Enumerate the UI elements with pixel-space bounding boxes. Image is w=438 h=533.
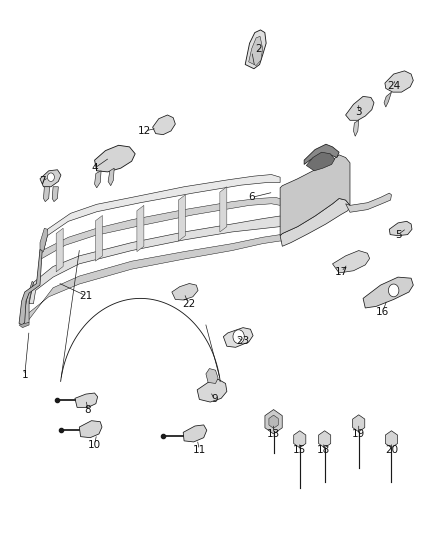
- Polygon shape: [22, 235, 289, 325]
- Text: 23: 23: [237, 336, 250, 346]
- Text: 20: 20: [385, 445, 398, 455]
- Circle shape: [47, 173, 54, 181]
- Polygon shape: [197, 379, 227, 402]
- Polygon shape: [43, 187, 49, 201]
- Polygon shape: [95, 171, 101, 188]
- Polygon shape: [206, 368, 218, 383]
- Polygon shape: [42, 174, 280, 252]
- Polygon shape: [269, 415, 278, 429]
- Polygon shape: [389, 221, 412, 236]
- Polygon shape: [19, 322, 29, 328]
- Text: 9: 9: [211, 394, 218, 405]
- Text: 10: 10: [88, 440, 101, 450]
- Circle shape: [233, 330, 244, 344]
- Text: 24: 24: [387, 81, 400, 91]
- Polygon shape: [29, 216, 289, 304]
- Text: 7: 7: [39, 176, 46, 187]
- Polygon shape: [353, 415, 365, 432]
- Text: 8: 8: [85, 405, 92, 415]
- Polygon shape: [79, 421, 102, 438]
- Polygon shape: [346, 193, 392, 212]
- Polygon shape: [385, 431, 398, 448]
- Polygon shape: [220, 187, 227, 232]
- Text: 22: 22: [182, 298, 195, 309]
- Polygon shape: [172, 284, 198, 300]
- Polygon shape: [346, 96, 374, 120]
- Text: 17: 17: [335, 267, 348, 277]
- Circle shape: [389, 284, 399, 297]
- Polygon shape: [183, 425, 207, 442]
- Text: 1: 1: [21, 370, 28, 381]
- Polygon shape: [56, 228, 63, 272]
- Polygon shape: [40, 228, 47, 253]
- Text: 11: 11: [193, 445, 206, 455]
- Polygon shape: [304, 144, 339, 165]
- Polygon shape: [108, 168, 114, 185]
- Polygon shape: [22, 281, 33, 325]
- Polygon shape: [95, 215, 102, 261]
- Text: 2: 2: [255, 44, 261, 53]
- Text: 15: 15: [293, 445, 307, 455]
- Polygon shape: [306, 152, 335, 171]
- Text: 3: 3: [355, 107, 362, 117]
- Polygon shape: [19, 249, 42, 325]
- Polygon shape: [137, 205, 144, 252]
- Polygon shape: [280, 155, 350, 236]
- Text: 13: 13: [267, 429, 280, 439]
- Polygon shape: [384, 92, 392, 107]
- Polygon shape: [95, 146, 135, 172]
- Polygon shape: [245, 30, 266, 69]
- Text: 16: 16: [376, 306, 389, 317]
- Polygon shape: [223, 328, 253, 348]
- Text: 18: 18: [317, 445, 330, 455]
- Polygon shape: [40, 197, 285, 260]
- Polygon shape: [249, 36, 263, 66]
- Polygon shape: [385, 71, 413, 92]
- Polygon shape: [318, 431, 331, 448]
- Text: 12: 12: [138, 126, 152, 136]
- Polygon shape: [353, 120, 359, 136]
- Text: 6: 6: [248, 192, 255, 203]
- Text: 5: 5: [395, 230, 401, 240]
- Polygon shape: [178, 195, 185, 241]
- Polygon shape: [332, 251, 370, 273]
- Polygon shape: [363, 277, 413, 308]
- Polygon shape: [52, 187, 58, 201]
- Polygon shape: [265, 409, 282, 434]
- Polygon shape: [280, 198, 350, 246]
- Text: 19: 19: [352, 429, 365, 439]
- Polygon shape: [294, 431, 306, 448]
- Polygon shape: [40, 169, 61, 187]
- Text: 4: 4: [91, 163, 98, 173]
- Polygon shape: [152, 115, 175, 135]
- Text: 21: 21: [79, 290, 92, 301]
- Polygon shape: [75, 393, 98, 407]
